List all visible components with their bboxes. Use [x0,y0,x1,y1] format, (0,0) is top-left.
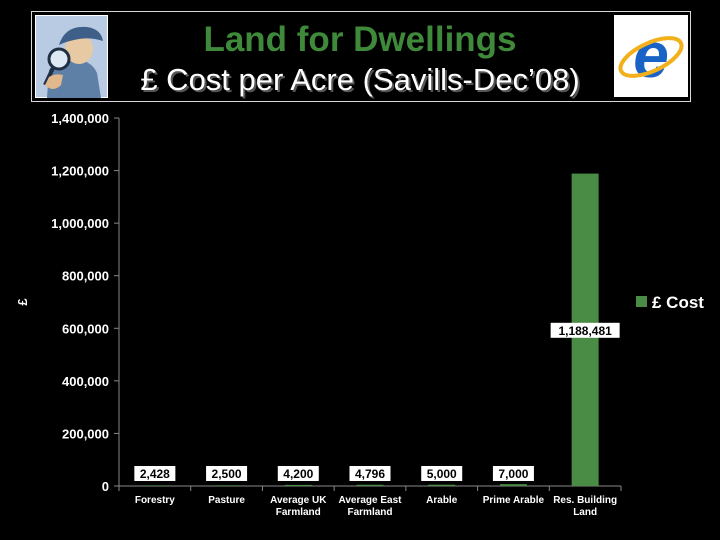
x-tick-label: Arable [426,495,458,506]
y-tick-label: 1,200,000 [51,164,109,179]
chart-legend: £ Cost [636,293,704,313]
internet-explorer-icon: e [614,15,688,97]
data-label: 2,500 [212,467,242,481]
data-label: 4,200 [283,467,313,481]
data-label-box [277,466,319,481]
data-label-box [492,466,534,481]
y-axis-title: £ [15,298,30,306]
legend-swatch [636,296,647,308]
x-tick-label: Res. Building Land [553,495,617,518]
data-label: 1,188,481 [558,324,612,338]
data-label-box [421,466,463,481]
x-tick-label: Forestry [135,495,175,506]
chart-subtitle: £ Cost per Acre (Savills-Dec’08) [140,62,580,97]
svg-text:e: e [633,19,669,91]
detective-magnifier-icon [34,14,109,99]
x-tick-label: Pasture [208,495,245,506]
y-tick-label: 200,000 [62,426,109,441]
y-tick-label: 400,000 [62,374,109,389]
y-tick-label: 0 [102,479,109,494]
bar [428,484,456,486]
data-label: 2,428 [140,467,170,481]
data-label: 7,000 [498,467,528,481]
x-tick-label: Prime Arable [483,495,545,506]
x-tick-label: Average UK Farmland [270,495,327,518]
bar [141,485,169,486]
data-label: 5,000 [427,467,457,481]
chart-title: Land for Dwellings [203,20,517,59]
data-label: 4,796 [355,467,385,481]
y-tick-label: 1,000,000 [51,216,109,231]
data-label-box [206,466,248,481]
bar [356,484,384,486]
bar [284,484,312,486]
data-label-box [349,466,391,481]
bar [499,484,527,486]
y-tick-label: 600,000 [62,321,109,336]
legend-label: £ Cost [652,293,704,312]
y-tick-label: 800,000 [62,269,109,284]
data-label-box [550,322,620,338]
x-tick-label: Average East Farmland [339,495,403,518]
data-label-box [134,466,176,481]
title-panel [31,11,691,102]
y-tick-label: 1,400,000 [51,111,109,126]
bar [213,485,241,486]
